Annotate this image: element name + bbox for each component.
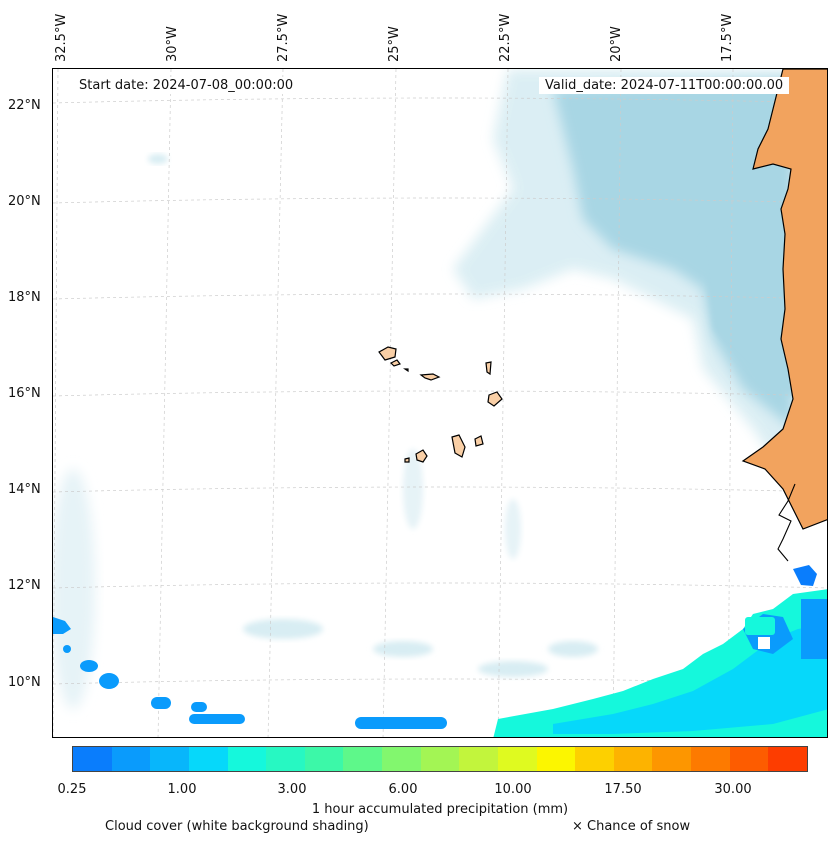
cloud-cover-legend: Cloud cover (white background shading) bbox=[105, 819, 369, 834]
precip-small-3 bbox=[63, 645, 71, 653]
lat-label-16n: 16°N bbox=[8, 386, 41, 401]
precipitation-layer bbox=[53, 565, 827, 737]
colorbar-segment-18 bbox=[768, 747, 807, 771]
lon-label-20w: 20°W bbox=[609, 26, 624, 62]
precip-patch-east-2 bbox=[758, 637, 770, 649]
cloud-patch-mid-2 bbox=[505, 499, 521, 559]
colorbar-segment-11 bbox=[497, 747, 537, 771]
coastline-south bbox=[777, 483, 796, 562]
colorbar-tick-3: 3.00 bbox=[277, 782, 307, 797]
island-maio bbox=[474, 435, 484, 447]
island-sao-vicente bbox=[389, 359, 401, 367]
precip-core-southeast bbox=[553, 624, 827, 734]
colorbar-tick-10: 10.00 bbox=[494, 782, 532, 797]
lon-label-25w: 25°W bbox=[387, 26, 402, 62]
lat-label-14n: 14°N bbox=[8, 482, 41, 497]
colorbar-segment-1 bbox=[111, 747, 151, 771]
colorbar-segment-16 bbox=[691, 747, 730, 771]
start-date-label: Start date: 2024-07-08_00:00:00 bbox=[73, 77, 300, 94]
colorbar-segment-5 bbox=[266, 747, 305, 771]
colorbar-segment-6 bbox=[304, 747, 344, 771]
precip-patch-east-1 bbox=[745, 617, 775, 635]
precip-small-2 bbox=[99, 673, 119, 689]
colorbar-tick-1: 1.00 bbox=[167, 782, 197, 797]
colorbar-tick-0-25: 0.25 bbox=[57, 782, 87, 797]
lon-label-22-5w: 22.5°W bbox=[498, 13, 513, 62]
colorbar-segment-2 bbox=[150, 747, 189, 771]
precip-dot-1 bbox=[151, 697, 171, 709]
precip-west-edge bbox=[53, 617, 71, 634]
island-santo-antao bbox=[378, 346, 397, 361]
valid-date-label: Valid_date: 2024-07-11T00:00:00.00 bbox=[539, 77, 790, 94]
cloud-core-east bbox=[703, 219, 793, 399]
colorbar-segment-13 bbox=[575, 747, 614, 771]
lon-label-30w: 30°W bbox=[165, 26, 180, 62]
map-canvas bbox=[53, 69, 827, 737]
colorbar-segment-10 bbox=[459, 747, 498, 771]
colorbar-tick-30: 30.00 bbox=[714, 782, 752, 797]
cloud-patch-west bbox=[53, 469, 95, 709]
lat-label-12n: 12°N bbox=[8, 578, 41, 593]
colorbar-tick-17-5: 17.50 bbox=[604, 782, 642, 797]
map-panel[interactable] bbox=[52, 68, 828, 738]
colorbar-segment-9 bbox=[420, 747, 460, 771]
precip-small-1 bbox=[80, 660, 98, 672]
colorbar-title: 1 hour accumulated precipitation (mm) bbox=[311, 802, 569, 817]
colorbar-tick-6: 6.00 bbox=[388, 782, 418, 797]
cloud-patch-south-1 bbox=[243, 619, 323, 639]
precip-patch-east-3 bbox=[801, 599, 827, 659]
colorbar-segment-12 bbox=[536, 747, 576, 771]
colorbar-segment-14 bbox=[613, 747, 653, 771]
lon-label-32-5w: 32.5°W bbox=[54, 13, 69, 62]
island-santa-luzia bbox=[403, 368, 409, 373]
cloud-patch-mid-1 bbox=[403, 449, 423, 529]
cloud-patch-south-2 bbox=[373, 641, 433, 657]
island-sal bbox=[485, 361, 492, 376]
snow-legend: × Chance of snow bbox=[572, 819, 691, 834]
lat-label-18n: 18°N bbox=[8, 290, 41, 305]
cloud-patch-south-4 bbox=[548, 641, 598, 657]
colorbar-segment-4 bbox=[227, 747, 267, 771]
lat-label-20n: 20°N bbox=[8, 194, 41, 209]
island-brava bbox=[404, 457, 410, 463]
island-santiago bbox=[451, 434, 466, 458]
precip-strip-1 bbox=[355, 717, 447, 729]
africa-landmass bbox=[741, 69, 827, 530]
cloud-cover-layer bbox=[53, 69, 793, 709]
lon-label-27-5w: 27.5°W bbox=[276, 13, 291, 62]
colorbar-segment-15 bbox=[652, 747, 691, 771]
colorbar-segment-3 bbox=[188, 747, 228, 771]
island-fogo bbox=[415, 449, 428, 463]
colorbar-segment-17 bbox=[729, 747, 769, 771]
colorbar-segment-8 bbox=[382, 747, 421, 771]
cloud-patch-south-3 bbox=[478, 661, 548, 677]
cloud-patch-small bbox=[148, 154, 168, 164]
island-sao-nicolau bbox=[419, 373, 441, 381]
colorbar-segment-0 bbox=[73, 747, 112, 771]
colorbar-segment-7 bbox=[343, 747, 382, 771]
precip-strip-2 bbox=[189, 714, 245, 724]
lon-label-17-5w: 17.5°W bbox=[720, 13, 735, 62]
precip-dot-2 bbox=[191, 702, 207, 712]
island-boa-vista bbox=[487, 391, 503, 407]
lat-label-22n: 22°N bbox=[8, 98, 41, 113]
lat-label-10n: 10°N bbox=[8, 675, 41, 690]
precip-blob-east bbox=[793, 565, 817, 586]
cape-verde-islands bbox=[378, 346, 503, 463]
precipitation-colorbar bbox=[72, 746, 808, 772]
